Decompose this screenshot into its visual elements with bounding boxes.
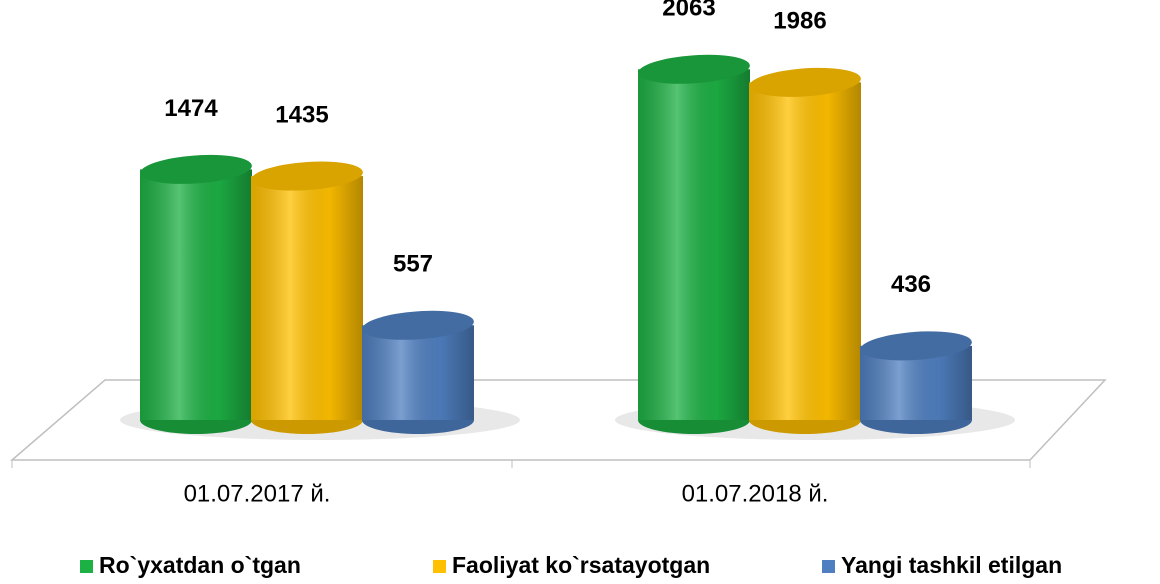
cylinder: 1474 [140,95,252,434]
shading [749,82,861,420]
shading [362,325,474,420]
value-label: 2063 [662,0,715,22]
legend-swatch [433,560,446,573]
shading [638,69,750,420]
legend-swatch [822,560,835,573]
value-label: 1435 [275,101,328,128]
shading [140,169,252,420]
plot: 1474 1435 557 2063 1986 436 [140,0,972,434]
value-label: 1474 [164,95,218,122]
cylinder: 436 [860,271,972,434]
value-label: 436 [891,271,931,298]
x-tick-label: 01.07.2018 й. [682,480,829,507]
cylinder: 1986 [749,8,861,434]
cylinder: 2063 [638,0,750,434]
cylinder: 1435 [251,101,363,434]
legend-label: Ro`yxatdan o`tgan [99,552,301,578]
legend-label: Yangi tashkil etilgan [841,552,1062,578]
legend-label: Faoliyat ko`rsatayotgan [452,552,710,578]
bar-top [860,331,972,361]
x-tick-label: 01.07.2017 й. [184,480,331,507]
shading [251,176,363,420]
value-label: 1986 [773,8,826,35]
bar-top [362,310,474,340]
bar-top [140,154,252,184]
legend-swatch [80,560,93,573]
bar-top [638,54,750,84]
legend: Ro`yxatdan o`tgan Faoliyat ko`rsatayotgan… [80,552,1062,578]
bar-top [749,67,861,97]
value-label: 557 [393,251,433,278]
cylinder: 557 [362,251,474,434]
bar-top [251,161,363,191]
